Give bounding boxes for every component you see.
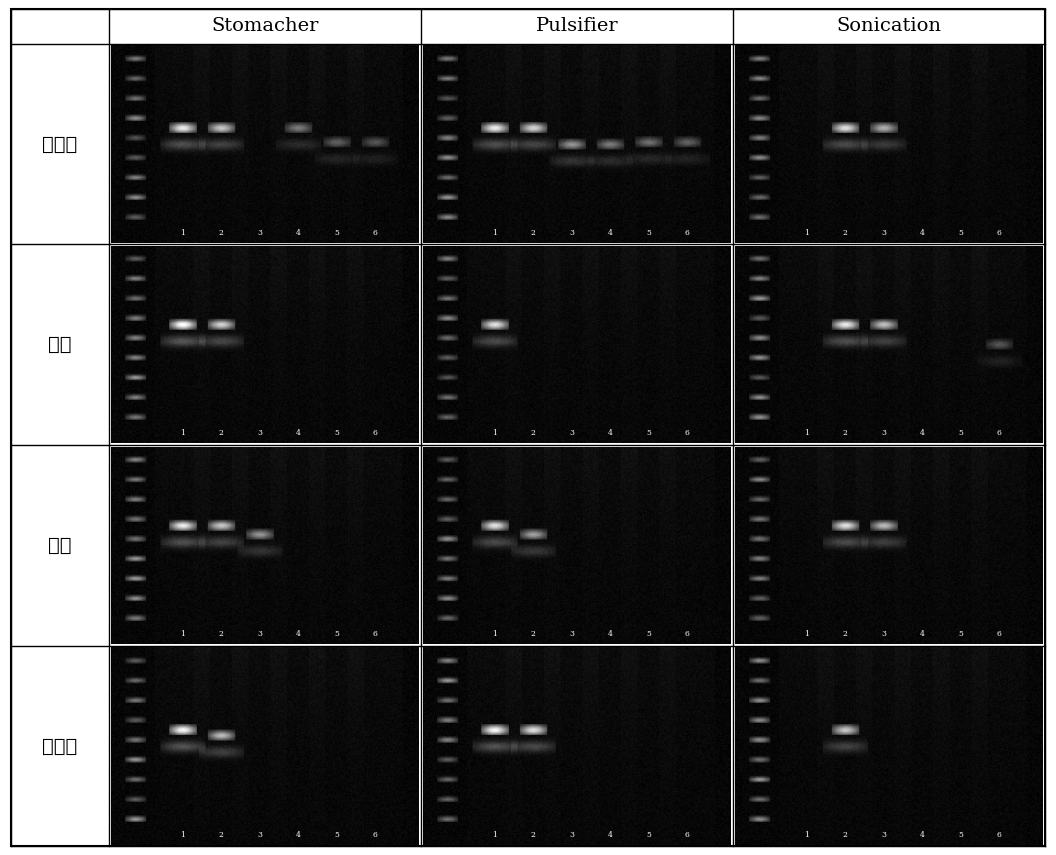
Text: 3: 3 bbox=[257, 429, 262, 438]
Text: 4: 4 bbox=[296, 831, 300, 839]
Text: 2: 2 bbox=[219, 831, 224, 839]
Text: 2: 2 bbox=[843, 429, 848, 438]
Text: 5: 5 bbox=[646, 831, 652, 839]
Text: 1: 1 bbox=[492, 429, 497, 438]
Text: 3: 3 bbox=[257, 630, 262, 638]
Text: 3: 3 bbox=[882, 831, 886, 839]
Text: 1: 1 bbox=[180, 229, 185, 237]
Text: 6: 6 bbox=[997, 229, 1002, 237]
Text: 5: 5 bbox=[334, 429, 339, 438]
Text: 6: 6 bbox=[684, 630, 690, 638]
Text: 4: 4 bbox=[296, 630, 300, 638]
Text: 6: 6 bbox=[997, 831, 1002, 839]
Text: 5: 5 bbox=[334, 630, 339, 638]
Text: 1: 1 bbox=[492, 630, 497, 638]
Text: 6: 6 bbox=[684, 429, 690, 438]
Text: 3: 3 bbox=[257, 229, 262, 237]
Text: 5: 5 bbox=[334, 831, 339, 839]
Text: 토마토: 토마토 bbox=[42, 134, 77, 154]
Text: 2: 2 bbox=[531, 229, 535, 237]
Text: Pulsifier: Pulsifier bbox=[535, 17, 619, 35]
Text: 1: 1 bbox=[805, 429, 809, 438]
Text: 4: 4 bbox=[607, 429, 612, 438]
Text: 5: 5 bbox=[646, 229, 652, 237]
Text: 6: 6 bbox=[684, 229, 690, 237]
Text: 4: 4 bbox=[920, 831, 925, 839]
Text: 6: 6 bbox=[997, 630, 1002, 638]
Text: 2: 2 bbox=[843, 831, 848, 839]
Text: 5: 5 bbox=[959, 229, 963, 237]
Text: 6: 6 bbox=[373, 229, 377, 237]
Text: 4: 4 bbox=[296, 229, 300, 237]
Text: 5: 5 bbox=[959, 630, 963, 638]
Text: 5: 5 bbox=[646, 630, 652, 638]
Text: 1: 1 bbox=[180, 630, 185, 638]
Text: 3: 3 bbox=[569, 229, 574, 237]
Text: 1: 1 bbox=[492, 229, 497, 237]
Text: 2: 2 bbox=[843, 630, 848, 638]
Text: 4: 4 bbox=[607, 831, 612, 839]
Text: 4: 4 bbox=[296, 429, 300, 438]
Text: Sonication: Sonication bbox=[836, 17, 942, 35]
Text: 2: 2 bbox=[219, 630, 224, 638]
Text: 2: 2 bbox=[219, 429, 224, 438]
Text: 들꺛잎: 들꺛잎 bbox=[42, 737, 77, 756]
Text: 3: 3 bbox=[257, 831, 262, 839]
Text: 4: 4 bbox=[607, 229, 612, 237]
Text: 3: 3 bbox=[569, 831, 574, 839]
Text: 2: 2 bbox=[531, 630, 535, 638]
Text: 2: 2 bbox=[531, 831, 535, 839]
Text: 고추: 고추 bbox=[48, 335, 72, 354]
Text: 2: 2 bbox=[531, 429, 535, 438]
Text: 1: 1 bbox=[805, 831, 809, 839]
Text: Stomacher: Stomacher bbox=[211, 17, 319, 35]
Text: 6: 6 bbox=[373, 630, 377, 638]
Text: 5: 5 bbox=[959, 831, 963, 839]
Text: 6: 6 bbox=[373, 831, 377, 839]
Text: 3: 3 bbox=[569, 429, 574, 438]
Text: 4: 4 bbox=[920, 630, 925, 638]
Text: 1: 1 bbox=[805, 229, 809, 237]
Text: 2: 2 bbox=[219, 229, 224, 237]
Text: 6: 6 bbox=[997, 429, 1002, 438]
Text: 6: 6 bbox=[373, 429, 377, 438]
Text: 5: 5 bbox=[959, 429, 963, 438]
Text: 상추: 상추 bbox=[48, 536, 72, 555]
Text: 4: 4 bbox=[920, 429, 925, 438]
Text: 1: 1 bbox=[180, 429, 185, 438]
Text: 1: 1 bbox=[180, 831, 185, 839]
Text: 3: 3 bbox=[882, 229, 886, 237]
Text: 3: 3 bbox=[569, 630, 574, 638]
Text: 5: 5 bbox=[334, 229, 339, 237]
Text: 1: 1 bbox=[492, 831, 497, 839]
Text: 4: 4 bbox=[607, 630, 612, 638]
Text: 4: 4 bbox=[920, 229, 925, 237]
Text: 3: 3 bbox=[882, 630, 886, 638]
Text: 2: 2 bbox=[843, 229, 848, 237]
Text: 5: 5 bbox=[646, 429, 652, 438]
Text: 1: 1 bbox=[805, 630, 809, 638]
Text: 6: 6 bbox=[684, 831, 690, 839]
Text: 3: 3 bbox=[882, 429, 886, 438]
